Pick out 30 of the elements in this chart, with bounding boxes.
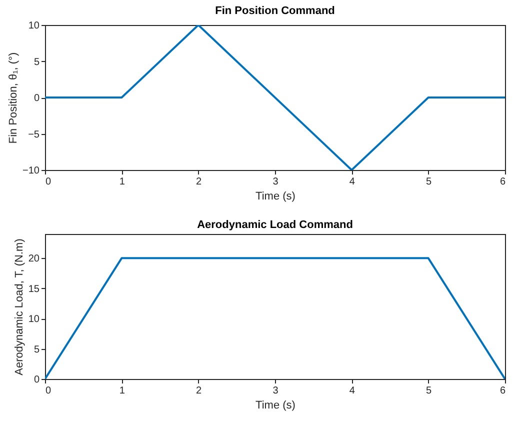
y-tick-label: 0 <box>34 93 40 104</box>
x-tick-label: 5 <box>426 176 432 188</box>
y-tick-label: 20 <box>28 254 40 265</box>
x-tick-label: 0 <box>46 176 52 188</box>
x-tick-label: 3 <box>272 386 279 396</box>
x-tick-label: 6 <box>500 386 506 396</box>
x-axis-title: Time (s) <box>256 190 296 202</box>
x-axis-title: Time (s) <box>256 400 296 412</box>
y-axis-title: Aerodynamic Load, T, (N.m) <box>13 238 26 376</box>
y-tick-label: 10 <box>28 20 40 32</box>
y-tick-label: −5 <box>28 129 40 140</box>
x-tick-label: 6 <box>500 176 506 188</box>
y-tick-label: 10 <box>28 314 40 326</box>
x-tick-label: 0 <box>46 386 52 396</box>
x-tick-label: 2 <box>196 386 202 396</box>
x-tick-label: 1 <box>119 386 126 396</box>
y-tick-label: 15 <box>28 284 40 295</box>
x-tick-label: 4 <box>349 176 356 188</box>
x-tick-label: 2 <box>196 176 202 188</box>
y-tick-label: −10 <box>22 166 40 176</box>
x-tick-label: 5 <box>426 386 432 396</box>
x-tick-label: 4 <box>349 386 356 396</box>
y-tick-label: 0 <box>34 374 40 386</box>
y-tick-label: 5 <box>34 344 40 356</box>
x-tick-label: 3 <box>272 176 279 188</box>
chart-title: Fin Position Command <box>215 5 335 17</box>
y-axis-title: Fin Position, θ₁, (°) <box>8 52 20 144</box>
chart-title: Aerodynamic Load Command <box>197 219 353 231</box>
x-tick-label: 1 <box>119 176 126 188</box>
y-tick-label: 5 <box>34 56 40 68</box>
